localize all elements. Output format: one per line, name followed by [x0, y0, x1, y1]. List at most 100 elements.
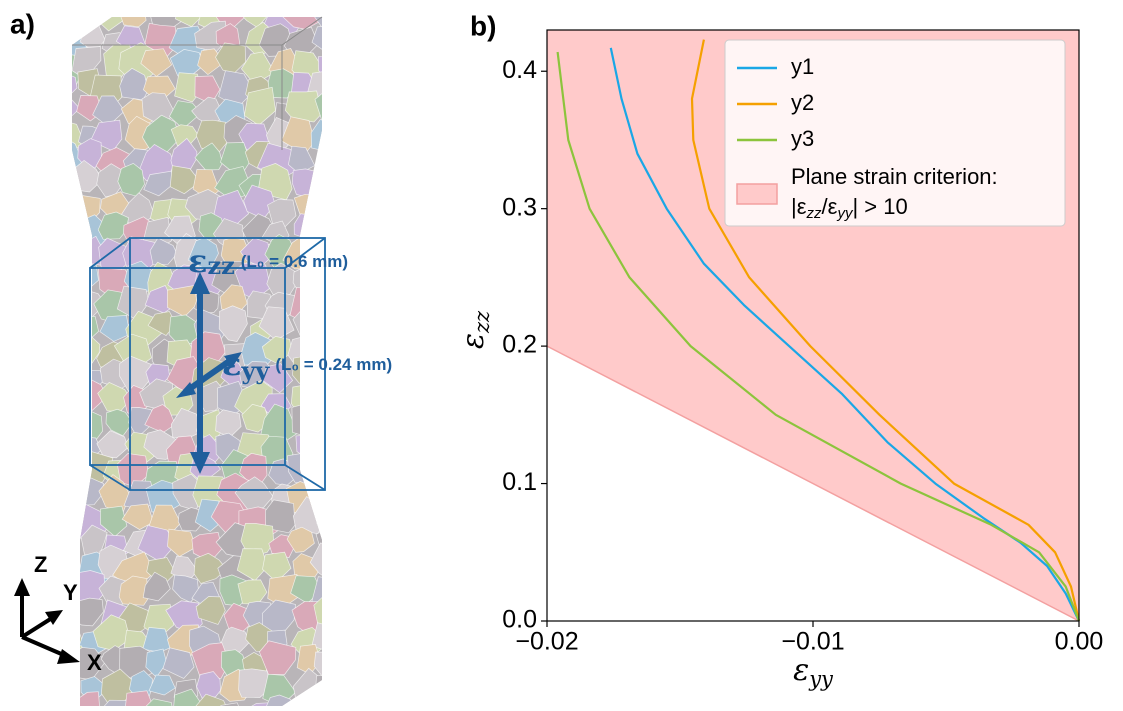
legend-swatch	[736, 183, 778, 205]
legend-label: Plane strain criterion:	[791, 164, 998, 189]
grain	[140, 48, 173, 77]
grain	[311, 308, 322, 342]
grain	[310, 118, 322, 152]
grain	[142, 571, 171, 602]
grain	[313, 651, 322, 681]
grain	[316, 290, 322, 322]
grain	[313, 192, 322, 224]
series-line	[609, 47, 1080, 622]
grain	[282, 17, 322, 30]
grain	[196, 671, 221, 699]
grain	[314, 17, 322, 29]
grain	[162, 647, 195, 679]
grain	[291, 400, 322, 439]
eyy-sub: yy	[240, 356, 270, 385]
grain	[243, 86, 276, 126]
ezz-note: (L₀ = 0.6 mm)	[241, 252, 348, 271]
grain	[97, 211, 129, 240]
grain	[105, 408, 134, 437]
grain	[72, 410, 76, 443]
grain	[117, 162, 145, 197]
panel-label: b)	[470, 10, 496, 41]
grain	[258, 640, 297, 675]
grain	[313, 596, 322, 628]
grain	[310, 210, 322, 249]
grain	[289, 696, 318, 706]
grain	[97, 17, 125, 32]
grain	[191, 642, 230, 679]
grain	[311, 622, 322, 651]
grain	[315, 527, 322, 552]
grain	[72, 532, 76, 561]
axis-x: X	[87, 650, 102, 675]
panel-label: a)	[10, 8, 35, 39]
grain	[72, 288, 85, 319]
grain	[308, 692, 322, 706]
x-tick-label: −0.01	[781, 628, 844, 656]
label-symbol: ε	[456, 333, 491, 349]
grain	[195, 596, 226, 625]
grain	[263, 694, 294, 706]
ezz-label: εzz (L₀ = 0.6 mm)	[188, 242, 348, 280]
grain	[295, 434, 319, 457]
grain	[72, 669, 77, 701]
condition-part: /ε	[822, 194, 838, 219]
grain	[316, 387, 322, 424]
grain	[72, 336, 82, 369]
x-tick-label: −0.02	[515, 628, 578, 656]
grain	[72, 431, 81, 467]
y-tick-label: 0.3	[502, 193, 537, 221]
label-symbol: ε	[793, 653, 809, 688]
condition-part: |ε	[791, 194, 807, 219]
grain	[174, 17, 208, 28]
grain	[167, 528, 197, 558]
grain	[314, 88, 322, 121]
legend-condition: |εzz/εyy| > 10	[791, 194, 908, 222]
grain	[316, 507, 322, 539]
grain	[72, 17, 75, 36]
grain	[265, 499, 296, 534]
y-tick-label: 0.2	[502, 331, 537, 359]
grain	[100, 505, 128, 537]
grain	[317, 55, 322, 82]
grain	[149, 237, 178, 266]
label-sub: zz	[470, 310, 494, 334]
ezz-symbol: ε	[188, 242, 207, 280]
grain	[308, 170, 322, 207]
grain	[321, 146, 322, 175]
grain	[118, 575, 149, 606]
label-sub: yy	[808, 667, 834, 691]
grain	[121, 503, 154, 531]
legend-label: y3	[791, 126, 814, 151]
grain	[311, 25, 322, 54]
gauge-box	[89, 237, 326, 491]
coordinate-triad	[14, 578, 80, 664]
grain	[99, 315, 131, 342]
eyy-label: εyy (L₀ = 0.24 mm)	[222, 345, 392, 385]
x-axis-label: εyy	[793, 653, 834, 691]
grain	[72, 691, 101, 706]
grain	[193, 552, 227, 584]
axis-y: Y	[63, 580, 78, 605]
series-line	[556, 51, 1081, 622]
criterion-edge	[546, 345, 1080, 622]
eyy-symbol: ε	[222, 345, 241, 383]
specimen-outline	[72, 16, 323, 150]
grain	[72, 482, 81, 514]
grain	[314, 674, 322, 705]
grain	[72, 69, 78, 99]
grain	[236, 548, 268, 582]
grain	[72, 259, 87, 298]
grain	[147, 311, 177, 336]
eyy-note: (L₀ = 0.24 mm)	[275, 355, 392, 374]
grain	[218, 305, 248, 342]
grain	[194, 142, 223, 171]
ezz-sub: zz	[207, 251, 234, 280]
grain	[169, 165, 201, 195]
grain	[218, 702, 244, 706]
grain	[286, 526, 315, 553]
grain	[238, 668, 272, 698]
grain	[319, 458, 322, 485]
grain	[72, 137, 85, 171]
